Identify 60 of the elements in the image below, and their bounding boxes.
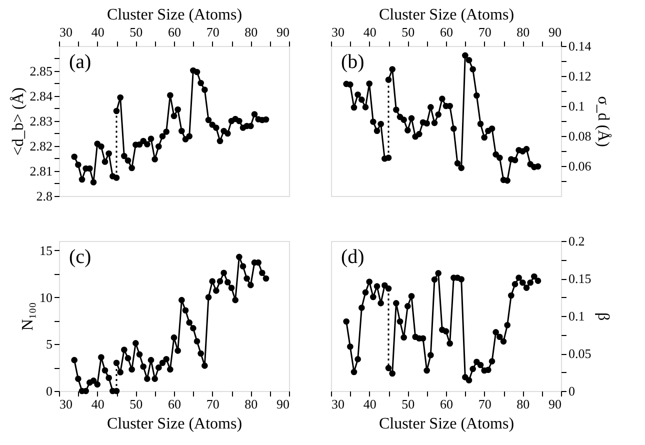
x-tick-label: 80	[516, 396, 530, 412]
x-tick-label: 30	[60, 24, 72, 40]
x-tick-label: 40	[363, 396, 376, 412]
x-tick-label: 40	[363, 24, 376, 40]
x-axis-title: Cluster Size (Atoms)	[106, 416, 242, 432]
y-tick-label: 15	[40, 242, 52, 258]
x-tick-label: 90	[548, 396, 562, 412]
x-tick-label: 50	[130, 396, 143, 412]
y2-tick-label: 0.14	[568, 38, 592, 54]
x-tick-label: 70	[478, 24, 492, 40]
y2-axis-title: σ_d (Å)	[594, 96, 612, 147]
x-tick-label: 90	[548, 24, 562, 40]
x-tick-label: 50	[402, 24, 415, 40]
x-axis-title: Cluster Size (Atoms)	[106, 6, 242, 24]
x-tick-label: 90	[276, 24, 290, 40]
x-tick-label: 60	[440, 396, 453, 412]
x-tick-label: 60	[168, 24, 181, 40]
y2-tick-label: 0.1	[568, 98, 585, 114]
x-axis-title: Cluster Size (Atoms)	[378, 6, 514, 24]
x-tick-label: 60	[440, 24, 453, 40]
y2-tick-label: 0.12	[568, 68, 592, 84]
y-tick-label: 2.85	[30, 64, 52, 78]
x-tick-label: 70	[206, 24, 220, 40]
y2-tick-label: 0.08	[568, 128, 592, 144]
x-tick-label: 60	[168, 396, 181, 412]
y2-tick-label: 0.1	[568, 308, 585, 324]
x-tick-label: 40	[91, 396, 104, 412]
y-tick-label: 2.83	[30, 114, 52, 128]
annotation: (b)	[341, 51, 364, 73]
x-axis-title: Cluster Size (Atoms)	[378, 416, 514, 432]
y-tick-label: 5	[46, 336, 52, 352]
y-tick-label: 10	[40, 290, 52, 305]
y-tick-label: 2.8	[36, 188, 52, 204]
y2-tick-label: 0	[568, 384, 575, 398]
x-tick-label: 30	[332, 24, 344, 40]
y2-tick-label: 0.2	[568, 234, 585, 248]
y2-tick-label: 0.05	[568, 346, 592, 361]
x-tick-label: 70	[206, 396, 220, 412]
x-tick-label: 80	[244, 24, 258, 40]
x-tick-label: 90	[276, 396, 290, 412]
x-tick-label: 30	[60, 396, 72, 412]
x-tick-label: 80	[516, 24, 530, 40]
y-tick-label: 0	[46, 384, 52, 398]
x-tick-label: 80	[244, 396, 258, 412]
x-tick-label: 50	[130, 24, 143, 40]
x-tick-label: 40	[91, 24, 104, 40]
y-tick-label: 2.81	[30, 164, 52, 178]
x-tick-label: 30	[332, 396, 344, 412]
y2-tick-label: 0.06	[568, 158, 592, 174]
annotation: (d)	[341, 246, 364, 268]
annotation: (c)	[69, 246, 92, 268]
annotation: (a)	[69, 51, 92, 73]
y-axis-title: N₁₀₀	[20, 302, 36, 331]
y-axis-title: <d_b> (Å)	[8, 87, 27, 156]
y2-axis-title: β	[594, 312, 612, 321]
y2-tick-label: 0.15	[568, 271, 592, 286]
x-tick-label: 70	[478, 396, 492, 412]
y-tick-label: 2.82	[30, 138, 52, 154]
x-tick-label: 50	[402, 396, 415, 412]
y-tick-label: 2.84	[30, 88, 53, 104]
